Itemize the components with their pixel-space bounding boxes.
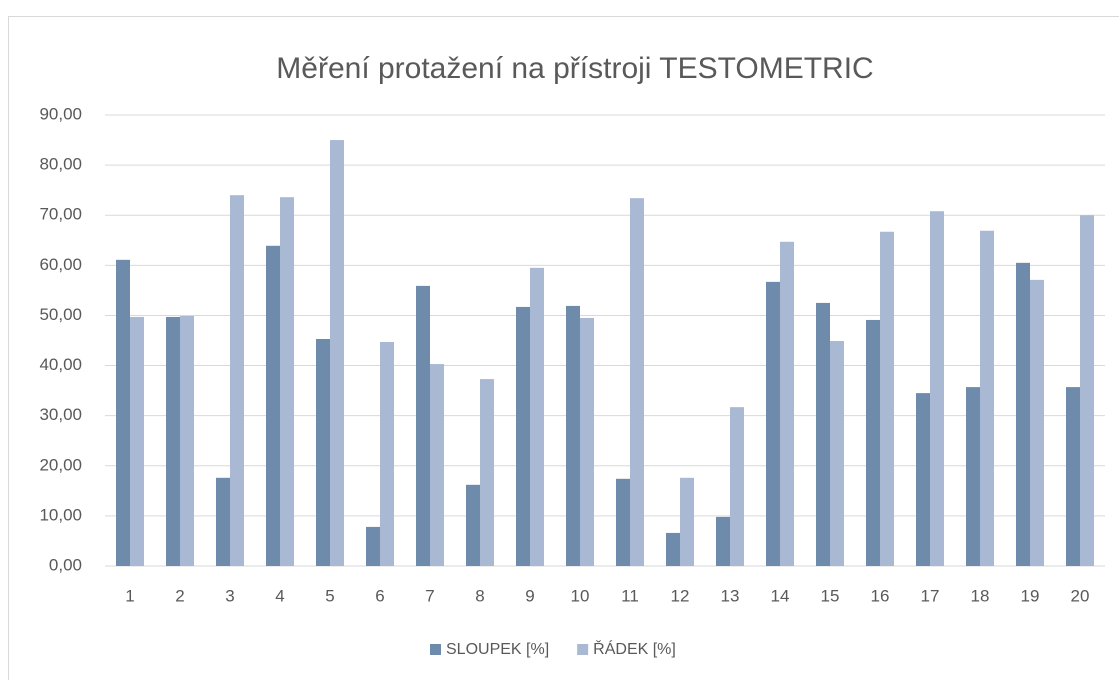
bar [730, 407, 744, 566]
y-tick-label: 30,00 [39, 405, 82, 424]
bar [916, 393, 930, 566]
x-tick-label: 16 [871, 586, 890, 605]
bar [430, 364, 444, 566]
x-tick-label: 18 [971, 586, 990, 605]
chart-title: Měření protažení na přístroji TESTOMETRI… [276, 52, 873, 85]
bar [766, 281, 780, 566]
bar [830, 341, 844, 566]
bar [716, 516, 730, 566]
bar [1066, 387, 1080, 566]
y-tick-label: 50,00 [39, 305, 82, 324]
x-tick-label: 6 [375, 586, 384, 605]
y-tick-label: 0,00 [49, 555, 82, 574]
bar [930, 211, 944, 567]
bar [280, 197, 294, 566]
y-tick-label: 60,00 [39, 255, 82, 274]
y-tick-label: 40,00 [39, 355, 82, 374]
x-tick-label: 1 [125, 586, 134, 605]
bar [980, 230, 994, 567]
legend-swatch [430, 644, 441, 655]
bar [816, 302, 830, 566]
bar [480, 379, 494, 566]
bar [116, 259, 130, 566]
x-tick-label: 12 [671, 586, 690, 605]
bar [380, 342, 394, 566]
x-tick-label: 4 [275, 586, 284, 605]
bar [630, 198, 644, 566]
bar [366, 526, 380, 566]
bar [866, 319, 880, 566]
x-tick-label: 10 [571, 586, 590, 605]
bar [166, 316, 180, 566]
bar [180, 315, 194, 566]
x-tick-label: 13 [721, 586, 740, 605]
x-tick-label: 9 [525, 586, 534, 605]
bar [230, 195, 244, 566]
bar [1030, 279, 1044, 566]
legend-swatch [577, 644, 589, 655]
y-tick-label: 10,00 [39, 505, 82, 524]
x-tick-label: 7 [425, 586, 434, 605]
bar [466, 484, 480, 566]
bar [966, 387, 980, 566]
bar [330, 140, 344, 567]
bar [1016, 262, 1030, 566]
bar [580, 317, 594, 566]
legend-label: ŘÁDEK [%] [593, 639, 676, 658]
x-tick-label: 3 [225, 586, 234, 605]
bar [1080, 215, 1094, 566]
x-tick-label: 8 [475, 586, 484, 605]
x-tick-label: 15 [821, 586, 840, 605]
y-tick-label: 20,00 [39, 455, 82, 474]
x-tick-label: 20 [1071, 586, 1090, 605]
bar [616, 478, 630, 566]
bar [316, 338, 330, 566]
bar [416, 285, 430, 566]
bar [780, 241, 794, 566]
bar [880, 231, 894, 566]
x-tick-label: 11 [621, 586, 639, 605]
x-tick-label: 5 [325, 586, 334, 605]
x-tick-label: 17 [921, 586, 940, 605]
bar [566, 305, 580, 566]
y-tick-label: 70,00 [39, 205, 82, 224]
x-tick-label: 14 [771, 586, 790, 605]
bar [516, 306, 530, 566]
y-tick-label: 90,00 [39, 104, 82, 123]
bar [530, 267, 544, 566]
bar [266, 245, 280, 567]
y-tick-label: 80,00 [39, 155, 82, 174]
x-tick-label: 19 [1021, 586, 1040, 605]
x-tick-label: 2 [175, 586, 184, 605]
bar [216, 477, 230, 566]
bar [130, 316, 144, 566]
bar [680, 477, 694, 566]
legend-label: SLOUPEK [%] [446, 641, 549, 658]
bar [666, 532, 680, 566]
